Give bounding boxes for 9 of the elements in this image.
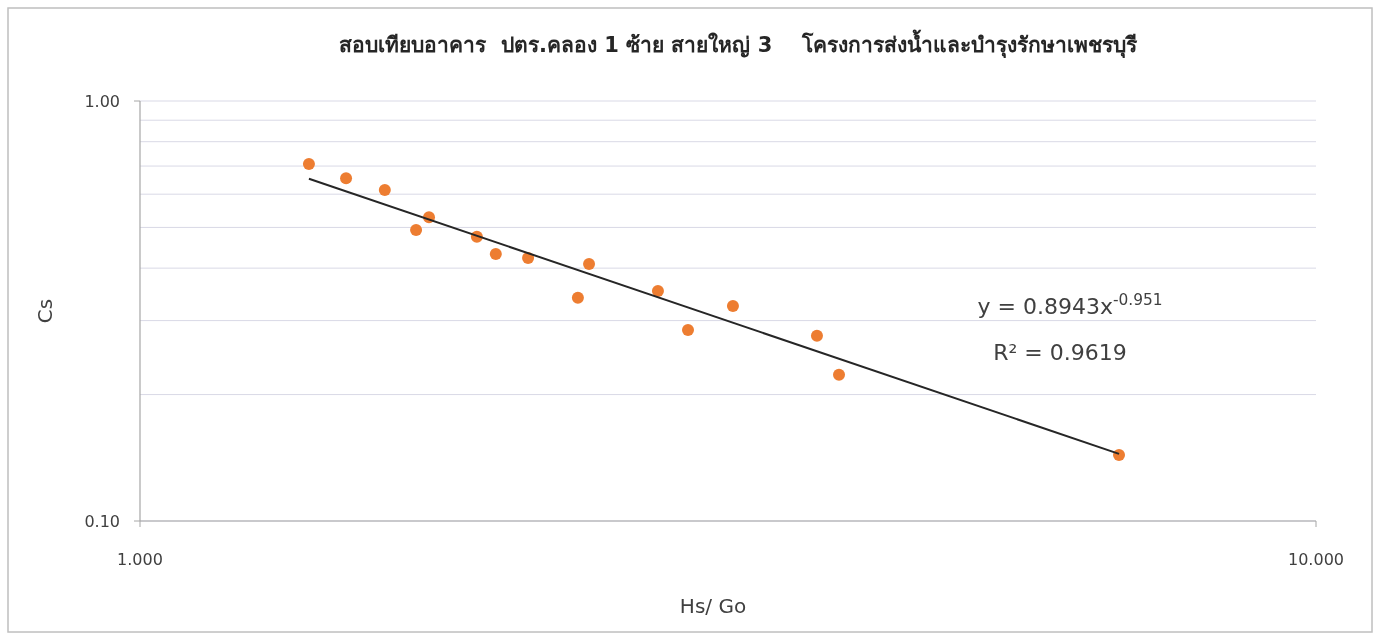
annotation: y = 0.8943x$^{-0.951}$ [977,291,1163,319]
annotation: R² = 0.9619 [993,340,1127,365]
x-axis-title: Hs/ Go [679,594,747,618]
chart-title: สอบเทียบอาคาร ปตร.คลอง 1 ซ้าย สายใหญ่ 3 โครงการส่งน้ำและบำรุงรักษาเพชรบุรี [339,29,1138,59]
x-tick-label: 1.000 [117,550,163,569]
y-axis-title: Cs [33,298,57,324]
y-tick-label: 1.00 [84,92,120,111]
x-tick-label: 10.000 [1288,550,1344,569]
y-tick-label: 0.10 [84,512,120,531]
